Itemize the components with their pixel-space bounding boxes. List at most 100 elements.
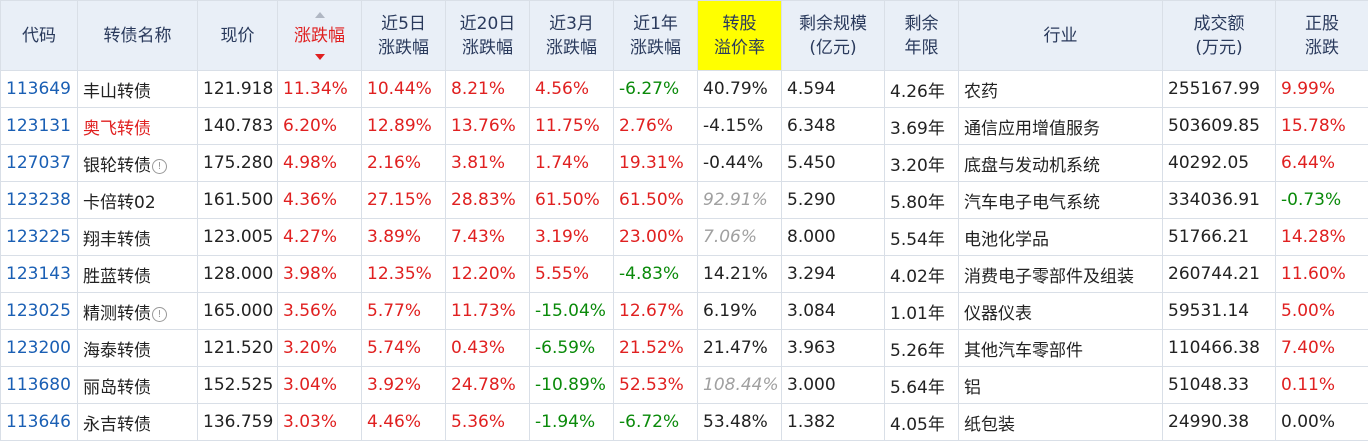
cell-chg5: 5.77%: [361, 292, 446, 330]
col-header-chg1y[interactable]: 近1年 涨跌幅: [613, 0, 698, 71]
cell-name[interactable]: 胜蓝转债: [77, 255, 198, 293]
cell-name-text[interactable]: 精测转债: [83, 303, 151, 324]
cell-code[interactable]: 123238: [0, 181, 78, 219]
cell-industry: 底盘与发动机系统: [958, 144, 1163, 182]
col-header-stock-change[interactable]: 正股 涨跌: [1275, 0, 1368, 71]
table-row[interactable]: 113680 丽岛转债 152.525 3.04% 3.92% 24.78% -10.89%…: [0, 366, 1368, 404]
cell-chg3m-text: -6.59%: [535, 338, 596, 358]
cell-scale: 1.382: [781, 403, 885, 441]
cell-name[interactable]: 永吉转债: [77, 403, 198, 441]
col-header-industry[interactable]: 行业: [958, 0, 1163, 71]
cell-premium: 14.21%: [697, 255, 782, 293]
cell-name-text[interactable]: 奥飞转债: [83, 118, 151, 139]
table-row[interactable]: 123200 海泰转债 121.520 3.20% 5.74% 0.43% -6.59% 21…: [0, 329, 1368, 367]
cell-scale-text: 3.084: [787, 301, 836, 321]
cell-chg20-text: 24.78%: [451, 375, 516, 395]
cell-name-text[interactable]: 永吉转债: [83, 414, 151, 435]
col-header-volume[interactable]: 成交额 (万元): [1162, 0, 1276, 71]
cell-code-text[interactable]: 123131: [6, 116, 71, 136]
cell-name-text[interactable]: 丽岛转债: [83, 377, 151, 398]
sort-indicator[interactable]: 涨跌幅: [294, 11, 345, 60]
cell-chg3m: -1.94%: [529, 403, 614, 441]
col-header-name[interactable]: 转债名称: [77, 0, 198, 71]
cell-code[interactable]: 123225: [0, 218, 78, 256]
table-row[interactable]: 123025 精测转债! 165.000 3.56% 5.77% 11.73% -15.04…: [0, 292, 1368, 330]
cell-chg3m: 3.19%: [529, 218, 614, 256]
cell-code-text[interactable]: 123143: [6, 264, 71, 284]
cell-code[interactable]: 123025: [0, 292, 78, 330]
cell-code[interactable]: 113680: [0, 366, 78, 404]
cell-code[interactable]: 123200: [0, 329, 78, 367]
cell-code-text[interactable]: 123200: [6, 338, 71, 358]
cell-chg5-text: 12.89%: [367, 116, 432, 136]
cell-chg1y: -4.83%: [613, 255, 698, 293]
cell-name-text[interactable]: 卡倍转02: [83, 192, 156, 213]
cell-code-text[interactable]: 123225: [6, 227, 71, 247]
cell-chg3m: 61.50%: [529, 181, 614, 219]
cell-name[interactable]: 精测转债!: [77, 292, 198, 330]
cell-scale-text: 6.348: [787, 116, 836, 136]
cell-change-text: 6.20%: [283, 116, 338, 136]
cell-chg3m-text: 11.75%: [535, 116, 600, 136]
cell-industry-text: 消费电子零部件及组装: [964, 266, 1134, 287]
cell-code-text[interactable]: 113646: [6, 412, 71, 432]
cell-code-text[interactable]: 127037: [6, 153, 71, 173]
cell-chg3m: 1.74%: [529, 144, 614, 182]
col-header-scale-line2: (亿元): [809, 37, 857, 58]
cell-price-text: 136.759: [203, 412, 274, 432]
cell-chg3m-text: 5.55%: [535, 264, 590, 284]
cell-name[interactable]: 丽岛转债: [77, 366, 198, 404]
cell-chg3m-text: -10.89%: [535, 375, 606, 395]
cell-chg20: 13.76%: [445, 107, 530, 145]
cell-code-text[interactable]: 123238: [6, 190, 71, 210]
col-header-years[interactable]: 剩余 年限: [884, 0, 959, 71]
cell-name-text[interactable]: 胜蓝转债: [83, 266, 151, 287]
col-header-chg5[interactable]: 近5日 涨跌幅: [361, 0, 446, 71]
cell-code[interactable]: 113649: [0, 70, 78, 108]
cell-chg5-text: 3.89%: [367, 227, 422, 247]
cell-chg1y-text: 19.31%: [619, 153, 684, 173]
cell-name[interactable]: 银轮转债!: [77, 144, 198, 182]
table-row[interactable]: 127037 银轮转债! 175.280 4.98% 2.16% 3.81% 1.74% 19…: [0, 144, 1368, 182]
sort-ascending-icon[interactable]: [314, 11, 325, 18]
info-icon[interactable]: !: [152, 306, 167, 322]
cell-code-text[interactable]: 113649: [6, 79, 71, 99]
col-header-change[interactable]: 涨跌幅: [277, 0, 362, 71]
cell-code-text[interactable]: 123025: [6, 301, 71, 321]
cell-name[interactable]: 丰山转债: [77, 70, 198, 108]
table-row[interactable]: 113646 永吉转债 136.759 3.03% 4.46% 5.36% -1.94% -6…: [0, 403, 1368, 441]
col-header-price[interactable]: 现价: [197, 0, 278, 71]
cell-chg5-text: 2.16%: [367, 153, 422, 173]
cell-name-text[interactable]: 海泰转债: [83, 340, 151, 361]
cell-stock-change: 14.28%: [1275, 218, 1368, 256]
col-header-chg20[interactable]: 近20日 涨跌幅: [445, 0, 530, 71]
cell-chg20: 11.73%: [445, 292, 530, 330]
cell-code[interactable]: 123143: [0, 255, 78, 293]
table-row[interactable]: 123131 奥飞转债 140.783 6.20% 12.89% 13.76% 11.75%…: [0, 107, 1368, 145]
table-row[interactable]: 123238 卡倍转02 161.500 4.36% 27.15% 28.83% 61.50…: [0, 181, 1368, 219]
cell-code-text[interactable]: 113680: [6, 375, 71, 395]
col-header-premium[interactable]: 转股 溢价率: [697, 0, 782, 71]
sort-descending-icon[interactable]: [314, 53, 325, 60]
cell-code[interactable]: 123131: [0, 107, 78, 145]
cell-chg3m-text: 61.50%: [535, 190, 600, 210]
cell-name-text[interactable]: 丰山转债: [83, 81, 151, 102]
cell-name[interactable]: 卡倍转02: [77, 181, 198, 219]
col-header-chg3m[interactable]: 近3月 涨跌幅: [529, 0, 614, 71]
cell-code[interactable]: 127037: [0, 144, 78, 182]
col-header-scale[interactable]: 剩余规模 (亿元): [781, 0, 885, 71]
cell-scale-text: 5.450: [787, 153, 836, 173]
cell-name-text[interactable]: 银轮转债: [83, 155, 151, 176]
cell-name[interactable]: 海泰转债: [77, 329, 198, 367]
col-header-code[interactable]: 代码: [0, 0, 78, 71]
table-row[interactable]: 123143 胜蓝转债 128.000 3.98% 12.35% 12.20% 5.55% -…: [0, 255, 1368, 293]
cell-stock-change-text: 11.60%: [1281, 264, 1346, 284]
table-row[interactable]: 113649 丰山转债 121.918 11.34% 10.44% 8.21% 4.56% -…: [0, 70, 1368, 108]
cell-name-text[interactable]: 翔丰转债: [83, 229, 151, 250]
cell-industry-text: 底盘与发动机系统: [964, 155, 1100, 176]
cell-name[interactable]: 翔丰转债: [77, 218, 198, 256]
cell-name[interactable]: 奥飞转债: [77, 107, 198, 145]
table-row[interactable]: 123225 翔丰转债 123.005 4.27% 3.89% 7.43% 3.19% 23.…: [0, 218, 1368, 256]
info-icon[interactable]: !: [152, 158, 167, 174]
cell-code[interactable]: 113646: [0, 403, 78, 441]
